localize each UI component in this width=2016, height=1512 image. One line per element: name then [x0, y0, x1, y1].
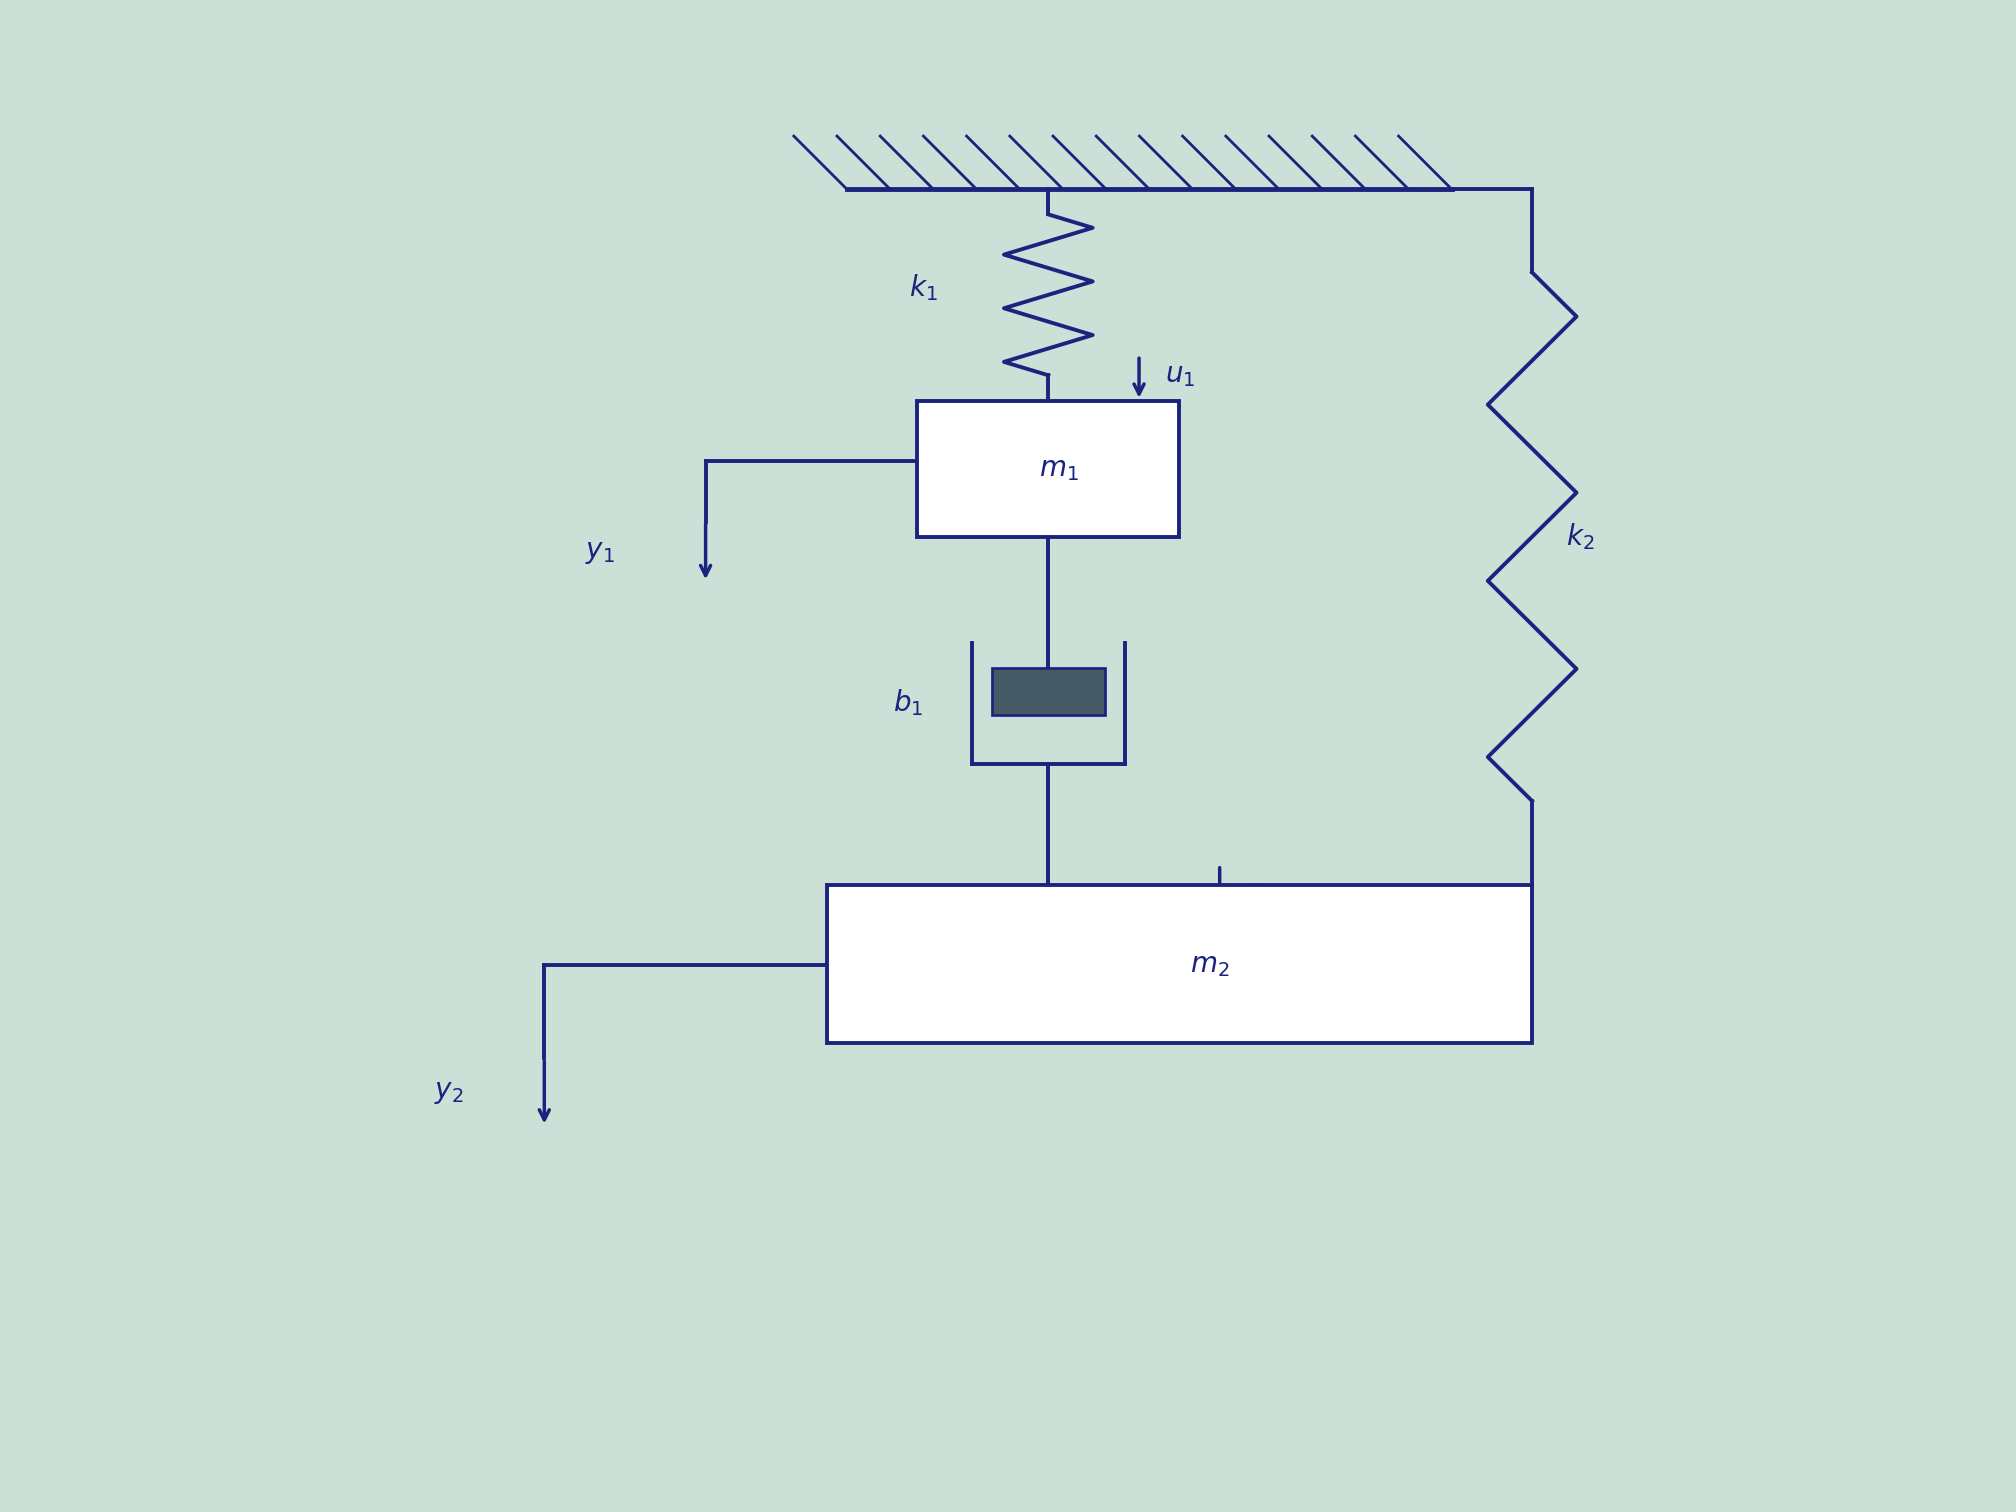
Text: $u_1$: $u_1$ — [1165, 361, 1195, 389]
Text: $y_1$: $y_1$ — [585, 538, 615, 565]
Text: $m_1$: $m_1$ — [1038, 455, 1079, 482]
Bar — [917, 401, 1179, 537]
Text: $k_2$: $k_2$ — [1566, 522, 1595, 552]
Bar — [827, 885, 1532, 1043]
Bar — [992, 668, 1105, 715]
Text: $b_1$: $b_1$ — [893, 688, 923, 718]
Text: $m_2$: $m_2$ — [1189, 951, 1230, 978]
Text: $y_2$: $y_2$ — [433, 1078, 464, 1105]
Text: $u_2$: $u_2$ — [1246, 878, 1276, 906]
Text: $k_1$: $k_1$ — [909, 272, 937, 302]
